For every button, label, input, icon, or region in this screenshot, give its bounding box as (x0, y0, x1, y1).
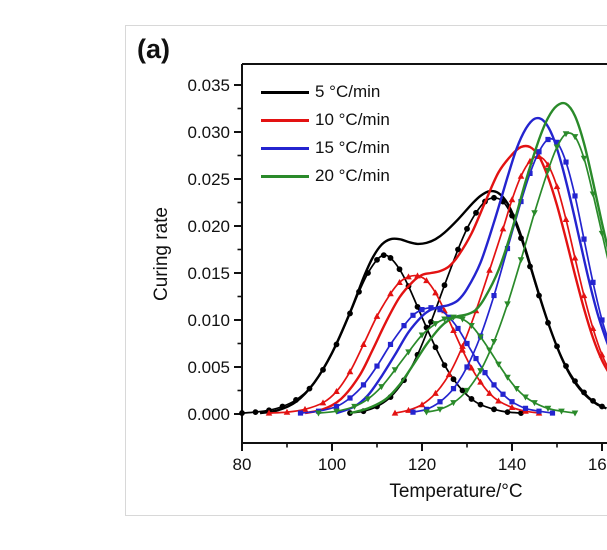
x-tick-label: 140 (498, 455, 526, 474)
legend-label: 15 °C/min (315, 138, 390, 157)
square-markers (410, 136, 605, 415)
y-tick-label: 0.000 (187, 405, 230, 424)
y-tick-label: 0.005 (187, 358, 230, 377)
x-axis-title: Temperature/°C (389, 481, 523, 502)
y-tick-label: 0.025 (187, 170, 230, 189)
y-tick-label: 0.015 (187, 264, 230, 283)
figure-panel: (a) 80 100 120 140 160 0.000 0.005 0.010 0.015 0.… (125, 25, 607, 516)
total-fit-line (259, 189, 607, 415)
y-tick-label: 0.035 (187, 76, 230, 95)
legend-line-red (261, 118, 309, 122)
chart-canvas: 80 100 120 140 160 0.000 0.005 0.010 0.015 0.020 0… (187, 63, 607, 474)
deconvoluted-peak2-line (412, 137, 607, 413)
legend-line-blue (261, 146, 309, 150)
series-10cmin (265, 144, 607, 416)
x-tick-label: 100 (318, 455, 346, 474)
y-tick-label: 0.010 (187, 311, 230, 330)
y-tick-label: 0.030 (187, 123, 230, 142)
legend-item-20cmin: 20 °C/min (261, 162, 390, 190)
legend-label: 20 °C/min (315, 166, 390, 185)
y-tick-label: 0.020 (187, 217, 230, 236)
legend-label: 5 °C/min (315, 82, 381, 101)
legend-line-green (261, 174, 309, 178)
legend-item-5cmin: 5 °C/min (261, 78, 390, 106)
deconvoluted-peak1-line (300, 306, 553, 414)
legend-line-black (261, 90, 309, 94)
total-fit-line (349, 101, 607, 415)
legend-item-10cmin: 10 °C/min (261, 106, 390, 134)
panel-label: (a) (137, 34, 170, 64)
square-markers (297, 305, 556, 416)
deconvoluted-peak1-line (268, 274, 540, 414)
x-tick-label: 80 (233, 455, 252, 474)
series-15cmin (297, 116, 607, 416)
y-axis-title: Curing rate (151, 207, 172, 301)
axis-spines (241, 63, 607, 444)
x-tick-label: 160 (588, 455, 607, 474)
total-fit-line (304, 144, 607, 415)
x-tick-label: 120 (408, 455, 436, 474)
deconvoluted-peak2-line (426, 132, 607, 413)
series-5cmin (239, 189, 607, 416)
legend-label: 10 °C/min (315, 110, 390, 129)
legend-item-15cmin: 15 °C/min (261, 134, 390, 162)
series-20cmin (315, 101, 607, 417)
chart-legend: 5 °C/min 10 °C/min 15 °C/min 20 °C/min (261, 78, 390, 190)
total-fit-line (336, 116, 607, 415)
